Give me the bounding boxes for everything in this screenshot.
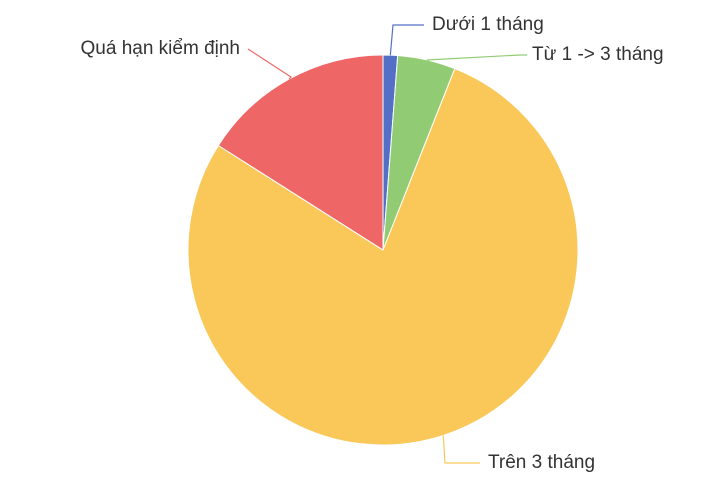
- pie-slice: [187, 68, 579, 446]
- leader-line: [389, 24, 424, 56]
- pie-slices: [187, 54, 579, 446]
- slice-label: Quá hạn kiểm định: [81, 38, 241, 59]
- pie-slice: [217, 54, 384, 251]
- slice-label: Dưới 1 tháng: [432, 14, 544, 35]
- slice-labels: Dưới 1 tháng Từ 1 -> 3 tháng Trên 3 tháng Q…: [81, 14, 664, 473]
- label-leader-lines: [247, 24, 527, 464]
- leader-line: [426, 54, 527, 61]
- leader-line: [442, 435, 480, 464]
- leader-line: [247, 48, 292, 80]
- slice-label: Từ 1 -> 3 tháng: [532, 44, 664, 65]
- slice-label: Trên 3 tháng: [488, 452, 595, 473]
